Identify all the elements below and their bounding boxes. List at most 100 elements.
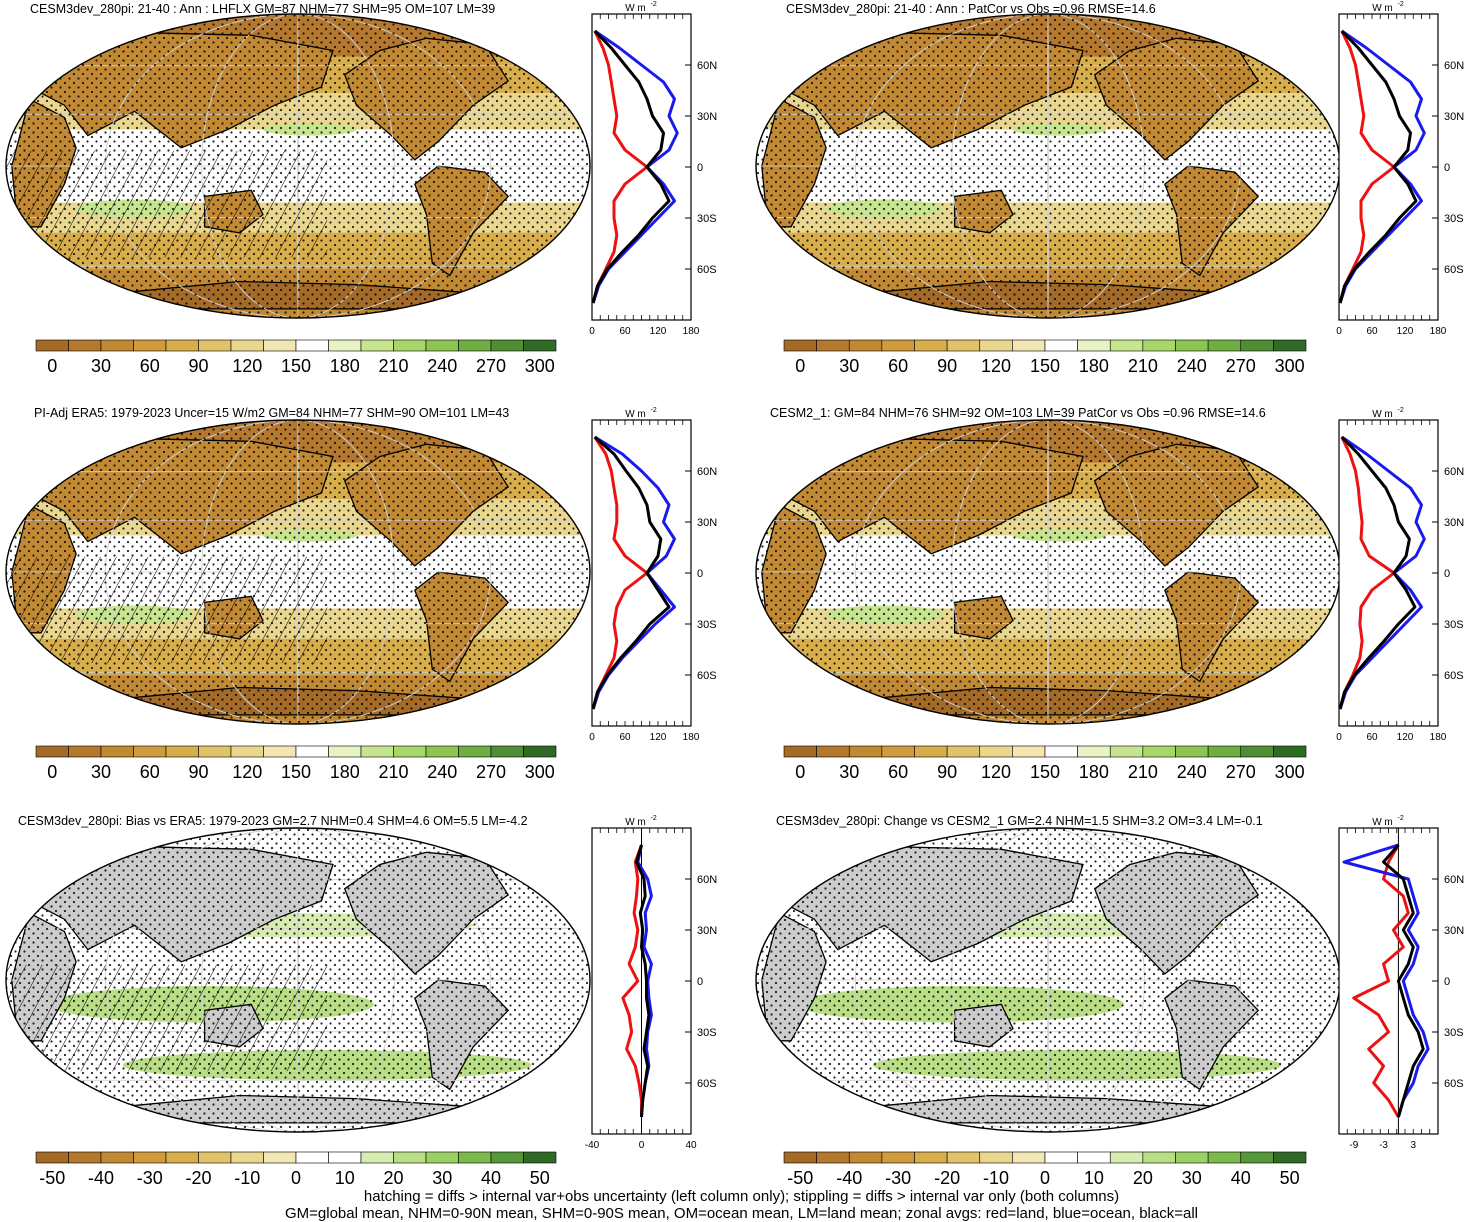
hatching [6,964,328,1072]
zonal-unit-label: W m [1372,817,1393,828]
colorbar-tick-label: 40 [481,1168,501,1188]
zonal-ytick-label: 0 [1444,162,1450,174]
colorbar-swatch [328,745,362,758]
zonal-ytick-label: 30N [1444,111,1464,123]
colorbar-p2: 0 30 60 90 120 150 180 210 240 270 300 [783,339,1307,376]
zonal-xtick-label: -9 [1349,1140,1358,1151]
colorbar-swatch [1044,1151,1078,1164]
colorbar-swatch [1207,339,1242,352]
zonal-unit-exponent: -2 [651,1,657,8]
colorbar-tick-label: 210 [378,762,408,782]
colorbar-tick-label: 120 [981,762,1011,782]
colorbar-swatch [458,1151,492,1164]
colorbar-swatch [1142,339,1176,352]
zonal-unit-exponent: -2 [651,407,657,414]
colorbar-tick-label: -10 [234,1168,260,1188]
zonal-series-ocean [1342,843,1430,1118]
colorbar-tick-label: 60 [888,356,908,376]
colorbar-tick-label: 120 [981,356,1011,376]
zonal-ytick-label: 30N [697,517,717,529]
colorbar-swatch [1273,1151,1307,1164]
zonal-profile-p5: 60N 30N 0 30S 60S -40 0 40 W m -2 [585,815,717,1151]
colorbar-swatch [230,745,264,758]
zonal-xtick-label: 120 [1397,732,1414,743]
zonal-ytick-label: 60N [697,874,717,886]
zonal-unit-exponent: -2 [1398,407,1404,414]
colorbar-swatch [881,745,915,758]
colorbar-swatch [458,339,492,352]
colorbar-swatch [133,745,167,758]
colorbar-swatch [35,745,69,758]
zonal-profile-p6: 60N 30N 0 30S 60S -9 -3 3 W m -2 [1338,815,1464,1151]
colorbar-swatch [816,339,850,352]
zonal-ytick-label: 30S [1444,1027,1464,1039]
colorbar-tick-label: 210 [378,356,408,376]
colorbar-swatch [816,745,850,758]
zonal-ytick-label: 60N [697,60,717,72]
colorbar-tick-label: -40 [836,1168,862,1188]
colorbar-swatch [328,1151,362,1164]
colorbar-tick-label: 50 [1280,1168,1300,1188]
colorbar-swatch [393,745,427,758]
map-body [6,420,590,724]
zonal-xtick-label: 60 [1366,326,1378,337]
zonal-series-all [591,435,671,710]
colorbar-swatch [979,339,1013,352]
zonal-ytick-label: 30N [697,111,717,123]
zonal-ytick-label: 60S [697,264,717,276]
zonal-unit-exponent: -2 [1398,815,1404,822]
colorbar-swatch [914,745,948,758]
zonal-xtick-label: 180 [1430,732,1447,743]
colorbar-swatch [1142,1151,1176,1164]
panel-title: PI-Adj ERA5: 1979-2023 Uncer=15 W/m2 GM=… [34,406,510,420]
colorbar-swatch [848,339,883,352]
zonal-ytick-label: 60N [697,466,717,478]
colorbar-swatch [198,745,232,758]
colorbar-tick-label: 20 [383,1168,403,1188]
colorbar-swatch [328,339,362,352]
zonal-series-all [1338,435,1417,710]
colorbar-swatch [133,339,167,352]
map-body [756,828,1340,1132]
footer-note-2: GM=global mean, NHM=0-90N mean, SHM=0-90… [284,1205,1198,1222]
map-body [756,420,1340,724]
zonal-ytick-label: 60S [1444,670,1464,682]
colorbar-tick-label: 240 [427,762,457,782]
colorbar-swatch [35,339,69,352]
colorbar-swatch [1012,745,1046,758]
colorbar-swatch [881,339,915,352]
colorbar-tick-label: 30 [839,762,859,782]
zonal-xtick-label: 0 [1336,326,1342,337]
colorbar-swatch [848,745,883,758]
colorbar-tick-label: 0 [795,356,805,376]
zonal-series-all [1382,844,1425,1118]
zonal-xtick-label: 0 [589,732,595,743]
stippling [756,828,1340,1132]
colorbar-swatch [881,1151,915,1164]
zonal-series-all [635,844,651,1118]
colorbar-tick-label: 150 [281,762,311,782]
colorbar-p3: 0 30 60 90 120 150 180 210 240 270 300 [35,745,557,782]
colorbar-swatch [425,339,459,352]
panel-title: CESM3dev_280pi: Bias vs ERA5: 1979-2023 … [18,814,528,828]
colorbar-tick-label: 0 [1040,1168,1050,1188]
colorbar-p4: 0 30 60 90 120 150 180 210 240 270 300 [783,745,1307,782]
colorbar-tick-label: -30 [885,1168,911,1188]
zonal-series-land [1352,844,1410,1118]
map-panel-p5 [5,827,591,1133]
zonal-series-all [1338,29,1418,304]
zonal-unit-exponent: -2 [651,815,657,822]
colorbar-tick-label: 150 [281,356,311,376]
zonal-ytick-label: 60S [697,670,717,682]
colorbar-swatch [263,339,297,352]
zonal-ytick-label: 60S [1444,1078,1464,1090]
zonal-ytick-label: 30S [1444,619,1464,631]
zonal-ytick-label: 60N [1444,466,1464,478]
colorbar-tick-label: 240 [1177,762,1207,782]
colorbar-tick-label: 120 [232,762,262,782]
panel-title: CESM2_1: GM=84 NHM=76 SHM=92 OM=103 LM=3… [770,406,1266,420]
colorbar-tick-label: -50 [787,1168,813,1188]
colorbar-swatch [393,1151,427,1164]
map-body [6,828,590,1132]
